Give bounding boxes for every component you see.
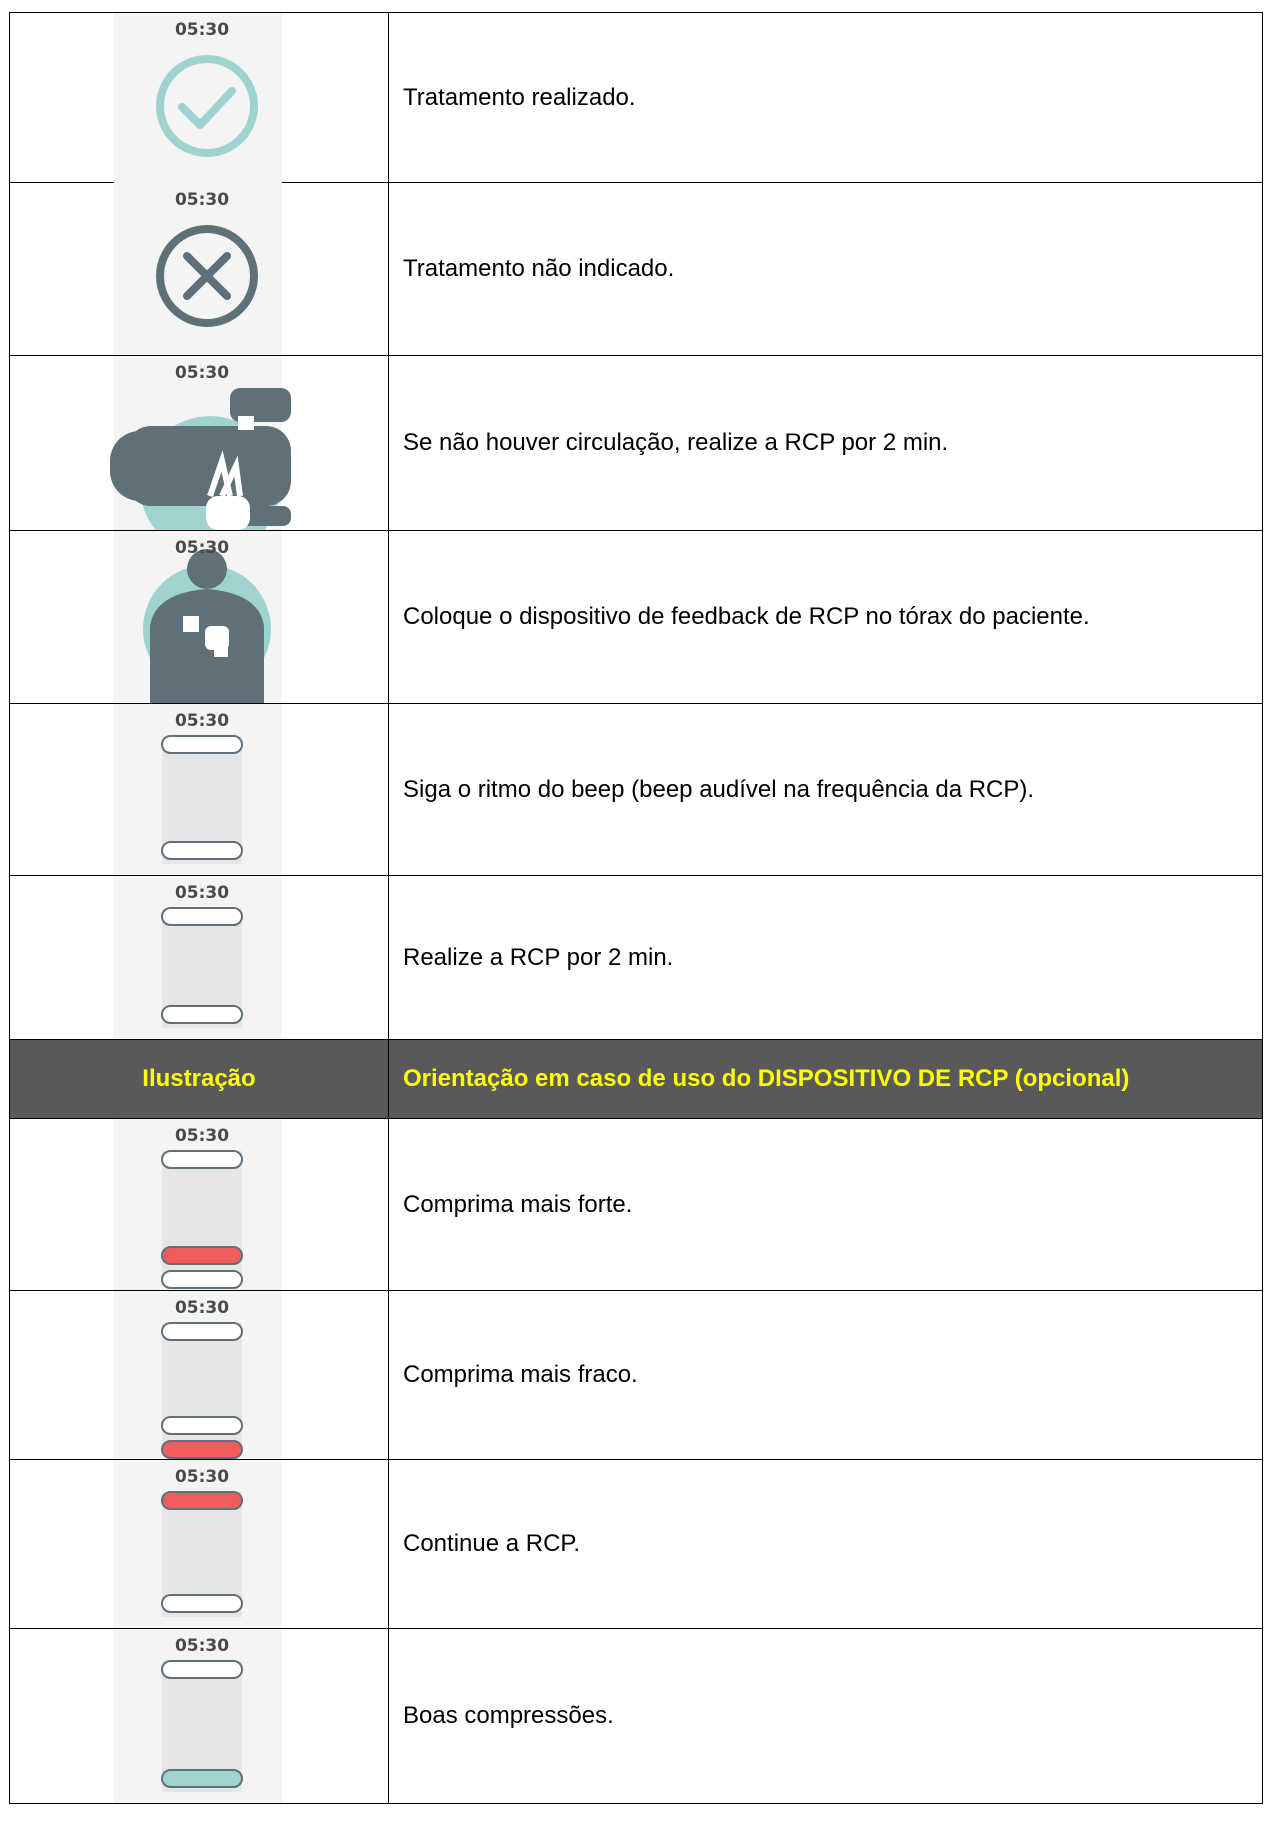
- illustration: 05:30: [114, 1119, 282, 1290]
- illustration-cell: 05:30: [10, 1460, 389, 1628]
- illustration: 05:30: [114, 876, 282, 1039]
- table-row: 05:30 Tratamento não indicado.: [9, 183, 1263, 356]
- table-row: 05:30 Tratamento realizado.: [9, 12, 1263, 183]
- timer: 05:30: [175, 711, 229, 731]
- illustration-cell: 05:30: [10, 1119, 389, 1290]
- header-illustration: Ilustração: [10, 1040, 389, 1118]
- row-text: Continue a RCP.: [403, 1530, 580, 1557]
- row-text: Siga o ritmo do beep (beep audível na fr…: [403, 775, 1035, 803]
- row-text: Boas compressões.: [403, 1702, 614, 1729]
- row-text: Comprima mais fraco.: [403, 1361, 638, 1388]
- illustration-cell: 05:30: [10, 13, 389, 183]
- table-row: 05:30 Se não houver circulação, realize a…: [9, 356, 1263, 531]
- illustration: 05:30: [114, 13, 282, 183]
- illustration: 05:30: [114, 1460, 282, 1628]
- illustration-cell: 05:30: [10, 704, 389, 875]
- timer: 05:30: [175, 1636, 229, 1656]
- row-text: Se não houver circulação, realize a RCP …: [403, 429, 949, 456]
- table-row: 05:30 Siga o ritmo do beep (beep audível …: [9, 704, 1263, 876]
- illustration-cell: 05:30: [10, 183, 389, 355]
- row-text: Comprima mais forte.: [403, 1190, 633, 1218]
- table-row: 05:30 Comprima mais fraco.: [9, 1291, 1263, 1460]
- table-row: 05:30 Boas compressões.: [9, 1629, 1263, 1804]
- timer: 05:30: [175, 1298, 229, 1318]
- illustration: 05:30: [114, 531, 282, 703]
- timer: 05:30: [175, 190, 229, 210]
- illustration-cell: 05:30: [10, 1629, 389, 1803]
- row-text: Coloque o dispositivo de feedback de RCP…: [403, 603, 1090, 630]
- table-row: 05:30 Realize a RCP por 2 min.: [9, 876, 1263, 1040]
- illustration-cell: 05:30: [10, 356, 389, 530]
- timer: 05:30: [175, 20, 229, 40]
- row-text: Tratamento realizado.: [403, 83, 636, 111]
- table-row: 05:30 Comprima mais forte.: [9, 1119, 1263, 1291]
- timer: 05:30: [175, 538, 229, 558]
- illustration: 05:30: [114, 704, 282, 875]
- table-row: 05:30 Continue a RCP.: [9, 1460, 1263, 1629]
- header-row: Ilustração Orientação em caso de uso do D…: [9, 1040, 1263, 1119]
- table-row: 05:30 Coloque o dispositivo de feedback d…: [9, 531, 1263, 704]
- header-guidance: Orientação em caso de uso do DISPOSITIVO…: [403, 1065, 1130, 1092]
- timer: 05:30: [175, 883, 229, 903]
- illustration-cell: 05:30: [10, 531, 389, 703]
- timer: 05:30: [175, 1126, 229, 1146]
- illustration-cell: 05:30: [10, 876, 389, 1039]
- illustration-cell: 05:30: [10, 1291, 389, 1459]
- illustration: 05:30: [110, 356, 291, 530]
- row-text: Tratamento não indicado.: [403, 255, 675, 282]
- timer: 05:30: [175, 1467, 229, 1487]
- timer: 05:30: [175, 363, 229, 383]
- row-text: Realize a RCP por 2 min.: [403, 943, 674, 971]
- illustration: 05:30: [114, 1291, 282, 1459]
- illustration: 05:30: [114, 1629, 282, 1803]
- illustration: 05:30: [114, 183, 282, 355]
